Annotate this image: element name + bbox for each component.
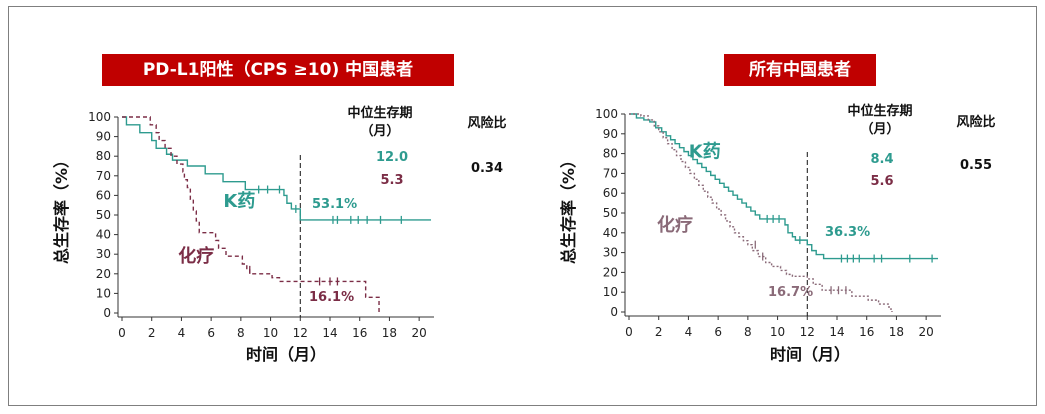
median-os-unit: （月） bbox=[360, 123, 399, 139]
y-tick-label: 40 bbox=[603, 226, 618, 240]
x-tick-label: 4 bbox=[685, 325, 693, 339]
x-tick-label: 2 bbox=[655, 325, 663, 339]
x-axis-label: 时间（月） bbox=[246, 345, 326, 364]
rate-annotation: 36.3% bbox=[825, 225, 870, 240]
y-tick-label: 0 bbox=[103, 306, 111, 320]
x-tick-label: 2 bbox=[148, 326, 156, 340]
x-tick-label: 16 bbox=[859, 325, 874, 339]
rate-annotation: 53.1% bbox=[312, 197, 357, 212]
series-label-k-drug: K药 bbox=[689, 141, 721, 163]
hazard-ratio-label: 风险比 bbox=[467, 115, 506, 131]
series-label-k-drug: K药 bbox=[223, 190, 255, 212]
y-tick-label: 60 bbox=[603, 186, 618, 200]
chart-title-banner-all: 所有中国患者 bbox=[724, 54, 876, 86]
x-axis-label: 时间（月） bbox=[770, 345, 850, 364]
y-tick-label: 10 bbox=[603, 285, 618, 299]
x-tick-label: 12 bbox=[800, 325, 815, 339]
hazard-ratio-value: 0.55 bbox=[960, 158, 992, 173]
y-tick-label: 80 bbox=[96, 149, 111, 163]
km-curve-k-drug bbox=[122, 116, 432, 221]
y-tick-label: 20 bbox=[603, 265, 618, 279]
x-tick-label: 8 bbox=[237, 326, 245, 340]
km-curve-chemo bbox=[122, 116, 380, 313]
median-os-value: 8.4 bbox=[870, 152, 893, 167]
y-tick-label: 70 bbox=[603, 166, 618, 180]
y-tick-label: 30 bbox=[603, 246, 618, 260]
median-os-value: 5.6 bbox=[870, 174, 893, 189]
series-label-chemo: 化疗 bbox=[657, 214, 693, 236]
y-tick-label: 90 bbox=[96, 130, 111, 144]
x-tick-label: 20 bbox=[919, 325, 934, 339]
x-tick-label: 4 bbox=[178, 326, 186, 340]
km-curve-chemo bbox=[629, 113, 893, 312]
x-tick-label: 16 bbox=[352, 326, 367, 340]
x-tick-label: 8 bbox=[744, 325, 752, 339]
series-label-chemo: 化疗 bbox=[178, 245, 214, 267]
rate-annotation: 16.1% bbox=[309, 290, 354, 305]
y-axis-label: 总生存率（%） bbox=[559, 152, 578, 264]
median-os-value: 12.0 bbox=[376, 150, 408, 165]
x-tick-label: 14 bbox=[829, 325, 844, 339]
y-axis-label: 总生存率（%） bbox=[52, 152, 71, 264]
x-tick-label: 0 bbox=[625, 325, 633, 339]
y-tick-label: 0 bbox=[610, 305, 618, 319]
x-tick-label: 18 bbox=[889, 325, 904, 339]
y-tick-label: 80 bbox=[603, 147, 618, 161]
x-tick-label: 14 bbox=[322, 326, 337, 340]
y-tick-label: 20 bbox=[96, 267, 111, 281]
y-tick-label: 100 bbox=[595, 107, 618, 121]
hazard-ratio-value: 0.34 bbox=[471, 161, 503, 176]
y-tick-label: 30 bbox=[96, 247, 111, 261]
x-tick-label: 10 bbox=[263, 326, 278, 340]
x-tick-label: 18 bbox=[382, 326, 397, 340]
median-os-header: 中位生存期 bbox=[347, 105, 412, 121]
y-tick-label: 60 bbox=[96, 188, 111, 202]
median-os-value: 5.3 bbox=[380, 173, 403, 188]
median-os-unit: （月） bbox=[860, 121, 899, 137]
x-tick-label: 20 bbox=[412, 326, 427, 340]
x-tick-label: 0 bbox=[118, 326, 126, 340]
median-os-header: 中位生存期 bbox=[847, 103, 912, 119]
rate-annotation: 16.7% bbox=[768, 285, 813, 300]
x-tick-label: 12 bbox=[293, 326, 308, 340]
y-tick-label: 70 bbox=[96, 169, 111, 183]
y-tick-label: 50 bbox=[603, 206, 618, 220]
y-tick-label: 100 bbox=[88, 110, 111, 124]
x-tick-label: 10 bbox=[770, 325, 785, 339]
hazard-ratio-label: 风险比 bbox=[956, 114, 995, 130]
y-tick-label: 90 bbox=[603, 127, 618, 141]
x-tick-label: 6 bbox=[714, 325, 722, 339]
chart-title-banner-pdl1: PD-L1阳性（CPS ≥10) 中国患者 bbox=[102, 54, 454, 86]
km-curve-k-drug bbox=[629, 113, 939, 260]
y-tick-label: 10 bbox=[96, 286, 111, 300]
y-tick-label: 40 bbox=[96, 228, 111, 242]
x-tick-label: 6 bbox=[207, 326, 215, 340]
y-tick-label: 50 bbox=[96, 208, 111, 222]
